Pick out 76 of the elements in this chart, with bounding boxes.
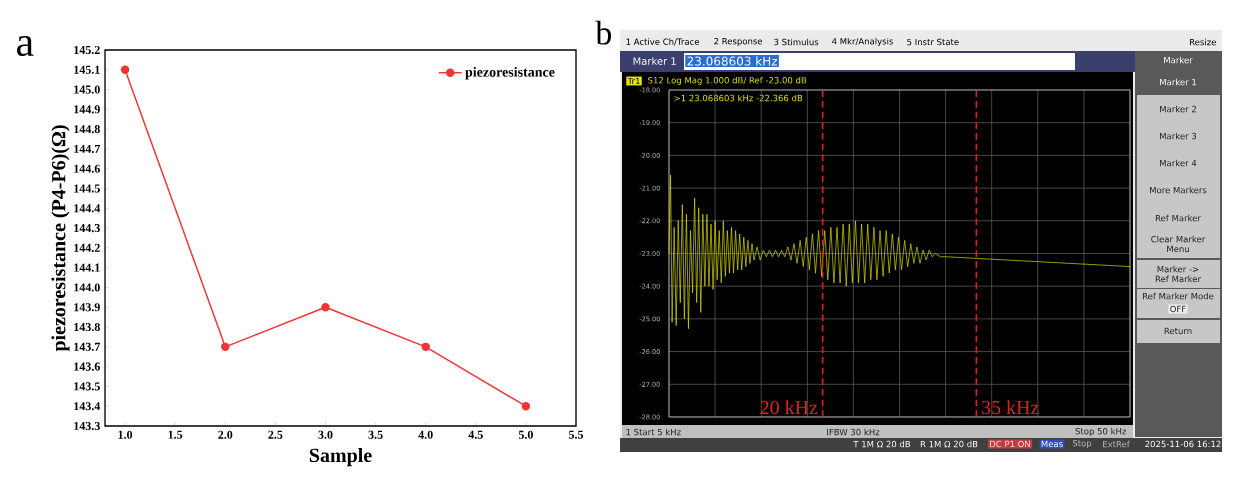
y-tick-label: 144.3 <box>74 224 100 233</box>
x-tick-label: 5.0 <box>518 430 533 439</box>
y-tick-label: 143.7 <box>74 342 101 351</box>
x-tick-label: 4.5 <box>468 430 483 439</box>
text: 1 Start 5 kHz <box>626 428 681 436</box>
text: Ref Marker Mode <box>1142 292 1214 300</box>
text: Marker 3 <box>1160 132 1197 140</box>
text: R 1M Ω 20 dB <box>920 440 978 448</box>
annotation: >1 23.068603 kHz -22.366 dB <box>674 94 803 102</box>
text: S12 Log Mag 1.000 dB/ Ref -23.00 dB <box>648 76 807 86</box>
text: Ref Marker <box>1155 214 1201 222</box>
y-tick-label: 144.0 <box>74 283 100 292</box>
text: Tr1 <box>627 77 640 85</box>
chart-title: a <box>17 35 34 57</box>
x-tick-label: 3.5 <box>368 430 383 439</box>
point <box>120 65 130 74</box>
y-tick-label: 144.7 <box>74 144 101 153</box>
y-tick-label: 143.5 <box>74 382 100 391</box>
x-tick-label: 1.5 <box>168 430 183 439</box>
y-tick-label: 143.8 <box>74 322 100 332</box>
line-series <box>668 174 1131 330</box>
y-tick-label: 144.2 <box>74 243 100 252</box>
point <box>321 303 330 312</box>
text: 3 Stimulus <box>774 38 819 46</box>
text: Meas <box>1041 440 1063 448</box>
text: More Markers <box>1150 186 1207 194</box>
y-tick-label: 144.4 <box>74 204 101 213</box>
text: 5 Instr State <box>907 38 959 46</box>
y-axis-title: piezoresistance (P4-P6)(Ω) <box>51 125 70 352</box>
point <box>521 401 531 411</box>
y-tick-label: 144.1 <box>74 263 100 272</box>
text: Stop 50 kHz <box>1075 427 1127 437</box>
ref-line-label: 35 kHz <box>982 400 1039 415</box>
x-tick-label: 5.5 <box>568 430 584 439</box>
y-tick-label: 144.8 <box>74 125 100 134</box>
text: Stop <box>1072 439 1092 449</box>
y-tick-label: 143.9 <box>74 303 100 312</box>
text: 1 Active Ch/Trace <box>626 38 700 46</box>
y-tick-label: 143.6 <box>74 362 100 371</box>
y-tick-label: 145.0 <box>74 85 100 94</box>
text: Marker <box>1164 56 1193 64</box>
text: OFF <box>1170 305 1186 313</box>
text: ExtRef <box>1103 440 1130 448</box>
y-tick-label: 144.6 <box>74 164 100 173</box>
text: 23.068603 kHz <box>687 56 778 66</box>
x-tick-label: 4.0 <box>418 430 433 439</box>
y-tick-label: 145.1 <box>74 65 100 74</box>
chart-title: b <box>595 20 612 45</box>
point <box>421 342 430 352</box>
x-tick-label: 2.5 <box>268 430 283 439</box>
y-tick-label: 143.4 <box>74 402 101 411</box>
x-axis-title: Sample <box>309 448 372 467</box>
y-tick-label: 143.3 <box>74 421 100 431</box>
text: DC P1 ON <box>990 440 1030 448</box>
text: Resize <box>1189 38 1216 46</box>
point <box>221 342 230 352</box>
y-tick-label: 145.2 <box>74 45 100 55</box>
text: 2 Response <box>714 37 763 47</box>
text: Marker 4 <box>1160 159 1197 167</box>
legend-label: piezoresistance <box>465 66 555 80</box>
text: Marker -> Ref Marker <box>1155 265 1201 283</box>
text: Marker 1 <box>1160 78 1196 86</box>
y-tick-label: 144.5 <box>74 184 100 193</box>
text: IFBW 30 kHz <box>827 428 880 436</box>
x-tick-label: 3.0 <box>318 430 333 439</box>
y-tick-label: 144.9 <box>74 105 100 114</box>
x-tick-label: 1.0 <box>118 430 133 439</box>
text: 4 Mkr/Analysis <box>832 37 893 47</box>
text: T 1M Ω 20 dB <box>853 440 911 448</box>
ref-line-label: 20 kHz <box>760 400 818 415</box>
x-tick-label: 2.0 <box>218 430 233 439</box>
text: Clear Marker Menu <box>1151 235 1206 253</box>
text: Marker 2 <box>1160 105 1196 113</box>
text: Marker 1 <box>633 57 676 65</box>
text: 2025-11-06 16:12 <box>1145 440 1221 448</box>
text: Return <box>1164 327 1192 335</box>
